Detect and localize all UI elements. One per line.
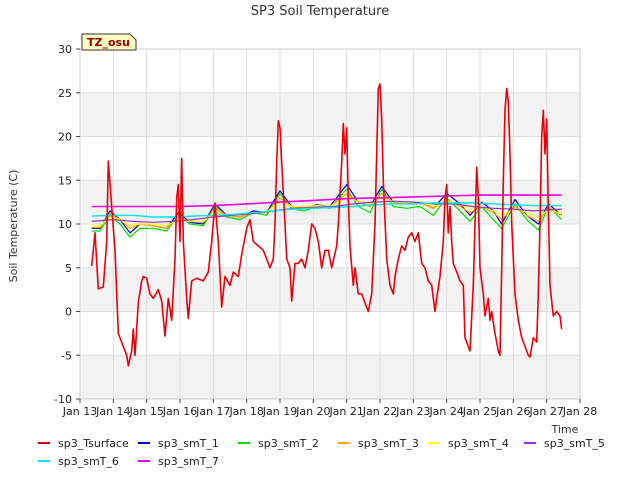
series-lines (90, 83, 563, 367)
x-tick-label: Jan 23 (395, 405, 430, 418)
plot-band (80, 92, 580, 137)
plot-band (80, 267, 580, 312)
series-line-sp3-smT-4 (91, 197, 562, 227)
plot-band (80, 311, 580, 356)
x-tick-label: Jan 28 (562, 405, 597, 418)
x-tick-label: Jan 25 (462, 405, 497, 418)
chart-title: SP3 Soil Temperature (251, 4, 389, 19)
tz-badge-text: TZ_osu (87, 36, 130, 49)
y-tick-label: 25 (58, 87, 72, 100)
legend: sp3_Tsurface sp3_smT_1 sp3_smT_2 sp3_smT_3 s… (38, 437, 605, 468)
legend-label: sp3_smT_2 (258, 437, 319, 450)
x-tick-label: Jan 22 (362, 405, 397, 418)
legend-label: sp3_smT_3 (358, 437, 419, 450)
x-tick-label: Jan 24 (428, 405, 463, 418)
x-tick-label: Jan 27 (528, 405, 563, 418)
series-line-sp3-Tsurface (90, 83, 563, 367)
plot-band (80, 136, 580, 181)
y-tick-label: 10 (58, 218, 72, 231)
y-tick-label: 20 (58, 131, 72, 144)
plot-band (80, 355, 580, 399)
x-tick-label: Jan 16 (162, 405, 197, 418)
plot-band (80, 49, 580, 93)
x-axis-label: Time (551, 423, 579, 436)
x-tick-label: Jan 20 (295, 405, 330, 418)
series-line-sp3-smT-7 (91, 194, 562, 208)
y-axis-label: Soil Temperature (C) (7, 170, 20, 283)
x-tick-label: Jan 14 (95, 405, 130, 418)
y-axis: -10 -5 0 5 10 15 20 25 30 (54, 43, 80, 406)
legend-label: sp3_smT_6 (58, 455, 119, 468)
x-tick-label: Jan 17 (195, 405, 230, 418)
x-tick-label: Jan 13 (62, 405, 97, 418)
x-tick-label: Jan 19 (262, 405, 297, 418)
y-tick-label: 15 (58, 174, 72, 187)
x-tick-label: Jan 26 (495, 405, 530, 418)
legend-label: sp3_smT_4 (448, 437, 509, 450)
legend-label: sp3_smT_5 (544, 437, 605, 450)
x-tick-label: Jan 21 (328, 405, 363, 418)
y-tick-label: 0 (65, 306, 72, 319)
y-tick-label: 30 (58, 43, 72, 56)
plot-bands (80, 49, 580, 399)
legend-label: sp3_Tsurface (58, 437, 129, 450)
legend-label: sp3_smT_1 (158, 437, 219, 450)
series-line-sp3-smT-5 (91, 200, 562, 223)
x-tick-label: Jan 15 (128, 405, 163, 418)
x-tick-label: Jan 18 (228, 405, 263, 418)
y-tick-label: -10 (54, 393, 72, 406)
series-line-sp3-smT-6 (91, 202, 562, 218)
y-tick-label: -5 (61, 349, 72, 362)
y-tick-label: 5 (65, 262, 72, 275)
legend-label: sp3_smT_7 (158, 455, 219, 468)
tz-badge: TZ_osu (81, 33, 137, 51)
